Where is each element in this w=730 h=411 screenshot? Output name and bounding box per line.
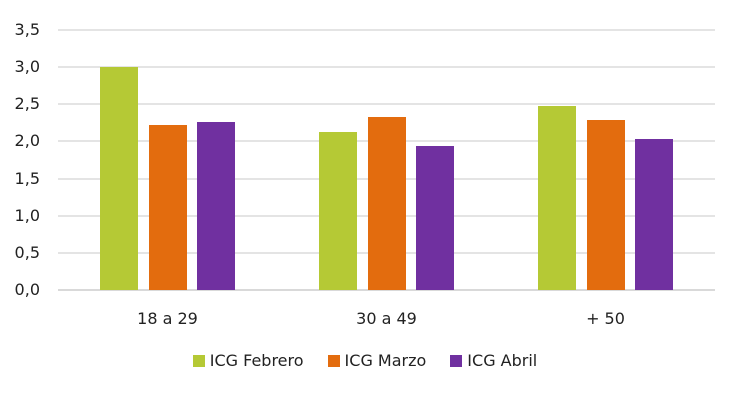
x-axis-line <box>58 289 715 291</box>
y-tick-label: 0,5 <box>14 242 40 262</box>
y-tick-label: 1,5 <box>14 168 40 188</box>
legend-item: ICG Abril <box>450 351 537 370</box>
legend-label: ICG Marzo <box>344 351 427 370</box>
legend-label: ICG Febrero <box>209 351 304 370</box>
legend-label: ICG Abril <box>467 351 538 370</box>
bar <box>367 116 406 290</box>
x-tick-label: + 50 <box>586 309 625 328</box>
legend-swatch-icon <box>327 354 340 367</box>
bar <box>538 106 576 290</box>
bar <box>319 131 357 290</box>
bar <box>148 125 187 290</box>
bar <box>197 122 235 290</box>
y-tick-label: 3,5 <box>14 19 40 39</box>
bar <box>416 145 454 290</box>
x-tick-label: 18 a 29 <box>137 309 198 328</box>
legend-swatch-icon <box>192 354 205 367</box>
y-tick-label: 0,0 <box>14 280 40 299</box>
y-tick-label: 2,0 <box>14 131 40 151</box>
legend-item: ICG Febrero <box>192 351 304 370</box>
legend: ICG Febrero ICG Marzo ICG Abril <box>0 351 730 370</box>
bar <box>586 119 625 290</box>
bar <box>635 139 673 290</box>
y-tick-label: 3,0 <box>14 57 40 77</box>
gridline <box>58 66 715 69</box>
x-tick-label: 30 a 49 <box>356 309 417 328</box>
bar <box>100 67 138 290</box>
legend-item: ICG Marzo <box>327 351 427 370</box>
y-tick-label: 2,5 <box>14 94 40 114</box>
y-tick-label: 1,0 <box>14 205 40 225</box>
gridline <box>58 103 715 106</box>
gridline <box>58 28 715 31</box>
legend-swatch-icon <box>450 354 463 367</box>
